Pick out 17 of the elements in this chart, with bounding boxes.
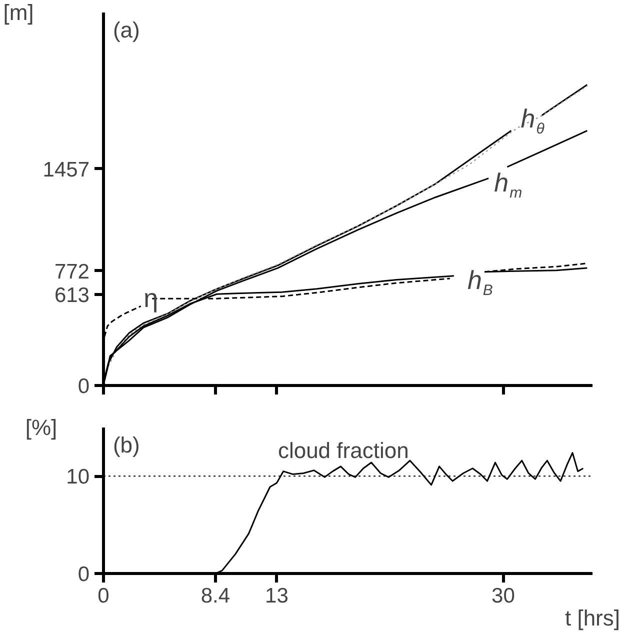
chart-title: (a) — [112, 17, 140, 42]
y-tick-label: 0 — [78, 563, 90, 586]
y-axis-title: [%] — [25, 415, 58, 440]
x-axis-title: t [hrs] — [564, 606, 620, 630]
x-tick-label: 8.4 — [200, 584, 230, 608]
x-tick-label: 30 — [492, 584, 515, 608]
x-tick-label: 13 — [265, 584, 288, 608]
y-tick-label: 1457 — [42, 158, 90, 182]
y-tick-label: 0 — [78, 375, 90, 398]
y-tick-label: 10 — [66, 466, 90, 489]
chart-title: (b) — [112, 432, 140, 458]
x-tick-label: 0 — [98, 584, 110, 608]
y-axis-title: [m] — [3, 0, 34, 25]
y-tick-label: 772 — [54, 260, 90, 284]
annotation: cloud fraction — [278, 438, 409, 463]
y-tick-label: 613 — [54, 284, 90, 307]
annotation: η — [144, 283, 158, 314]
